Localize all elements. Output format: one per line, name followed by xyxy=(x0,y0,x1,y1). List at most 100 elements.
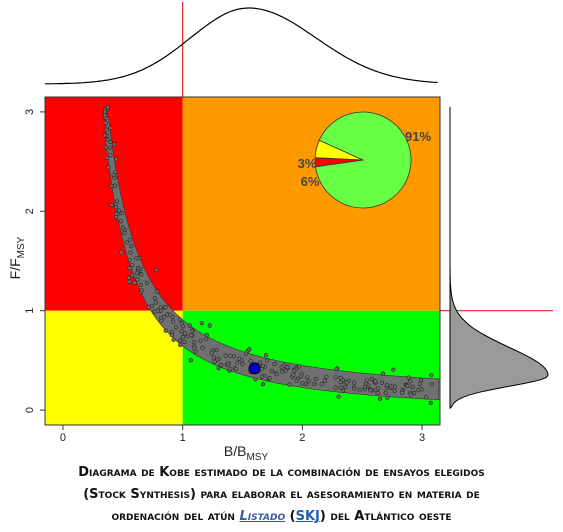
cloud-point xyxy=(253,377,258,382)
cloud-point xyxy=(305,375,310,380)
cloud-point xyxy=(182,331,188,336)
cloud-point xyxy=(104,155,110,160)
cloud-point xyxy=(105,105,110,110)
cloud-point xyxy=(105,137,110,142)
cloud-point xyxy=(324,374,329,379)
cloud-point xyxy=(298,374,304,379)
cloud-point xyxy=(233,367,238,372)
cloud-point xyxy=(180,324,185,329)
cloud-point xyxy=(113,205,118,210)
cloud-point xyxy=(106,165,111,170)
cloud-point xyxy=(424,395,429,400)
cloud-point xyxy=(127,266,132,271)
cloud-point xyxy=(102,113,108,118)
cloud-point xyxy=(108,153,113,158)
cloud-point xyxy=(193,349,198,354)
cloud-point xyxy=(384,382,389,388)
cloud-point xyxy=(259,366,264,371)
cloud-point xyxy=(379,380,385,386)
cloud-point xyxy=(231,354,237,359)
cloud-point xyxy=(357,388,363,393)
cloud-point xyxy=(369,376,375,382)
cloud-point xyxy=(107,145,113,150)
cloud-point xyxy=(171,319,176,324)
cloud-point xyxy=(312,381,317,387)
cloud-point xyxy=(139,272,144,277)
cloud-point xyxy=(158,305,163,310)
cloud-point xyxy=(294,378,299,384)
cloud-point xyxy=(128,250,133,255)
y-axis: 0 1 2 3 xyxy=(24,109,45,413)
cloud-point xyxy=(118,219,124,224)
cloud-point xyxy=(383,390,388,395)
cloud-point xyxy=(267,376,272,381)
cloud-point xyxy=(204,336,209,341)
caption-line-3-start: ordenación del atún xyxy=(111,509,240,524)
pie-slice xyxy=(315,111,412,209)
cloud-point xyxy=(306,379,311,384)
cloud-point xyxy=(265,358,270,363)
y-tick-label: 2 xyxy=(24,208,36,214)
cloud-point xyxy=(189,333,194,338)
cloud-point xyxy=(207,323,212,328)
cloud-point xyxy=(211,355,216,360)
cloud-point xyxy=(287,382,292,387)
cloud-point xyxy=(228,353,233,358)
cloud-point xyxy=(134,256,139,261)
cloud-point xyxy=(319,382,324,387)
cloud-point xyxy=(292,368,297,373)
cloud-point xyxy=(109,202,114,208)
cloud-point xyxy=(303,381,309,387)
cloud-point xyxy=(338,385,343,390)
cloud-point xyxy=(177,317,182,322)
right-marginal-density xyxy=(449,106,549,410)
cloud-point xyxy=(313,376,318,382)
cloud-point xyxy=(412,390,417,396)
x-tick-label: 1 xyxy=(180,432,186,444)
species-code-link[interactable]: SKJ xyxy=(295,509,320,524)
quadrant-yellow xyxy=(45,310,183,425)
caption-line-2: (Stock Synthesis) para elaborar el aseso… xyxy=(83,487,480,502)
cloud-point xyxy=(163,305,168,310)
x-tick-label: 0 xyxy=(60,432,66,444)
cloud-point xyxy=(167,312,173,317)
caption-line-3: ordenación del atún Listado (SKJ) del At… xyxy=(0,506,563,528)
cloud-point xyxy=(223,353,228,358)
cloud-point xyxy=(216,366,221,371)
cloud-point xyxy=(112,142,117,147)
cloud-point xyxy=(127,279,132,284)
cloud-point xyxy=(322,378,328,384)
cloud-point xyxy=(204,333,209,338)
x-tick-label: 3 xyxy=(419,432,425,444)
cloud-point xyxy=(378,396,383,401)
cloud-point xyxy=(185,334,190,339)
cloud-point xyxy=(406,375,411,380)
cloud-point xyxy=(274,372,279,377)
cloud-point xyxy=(136,265,141,271)
cloud-point xyxy=(102,109,108,114)
cloud-point xyxy=(179,329,184,334)
x-tick-label: 2 xyxy=(299,432,305,444)
cloud-point xyxy=(362,384,367,390)
plot-border xyxy=(44,96,441,426)
cloud-point xyxy=(117,208,122,213)
kobe-plot-figure: 3% 6% 91% 0 1 2 3 0 1 2 3 B/BMSY F/FMSY xyxy=(7,2,553,460)
cloud-point xyxy=(407,379,413,384)
caption-paren-open: ( xyxy=(285,509,296,524)
cloud-point xyxy=(380,371,386,376)
cloud-point xyxy=(154,268,159,273)
cloud-point xyxy=(189,329,195,334)
cloud-point xyxy=(269,368,275,374)
cloud-point xyxy=(127,237,132,242)
cloud-point xyxy=(173,325,179,330)
cloud-point xyxy=(352,380,357,385)
cloud-point xyxy=(272,362,277,367)
cloud-point xyxy=(259,374,265,379)
cloud-point xyxy=(333,375,338,380)
cloud-point xyxy=(260,382,266,387)
cloud-point xyxy=(182,339,187,345)
species-name-link[interactable]: Listado xyxy=(239,509,286,524)
cloud-point xyxy=(419,387,424,392)
cloud-point xyxy=(153,300,158,305)
cloud-point xyxy=(162,314,167,319)
